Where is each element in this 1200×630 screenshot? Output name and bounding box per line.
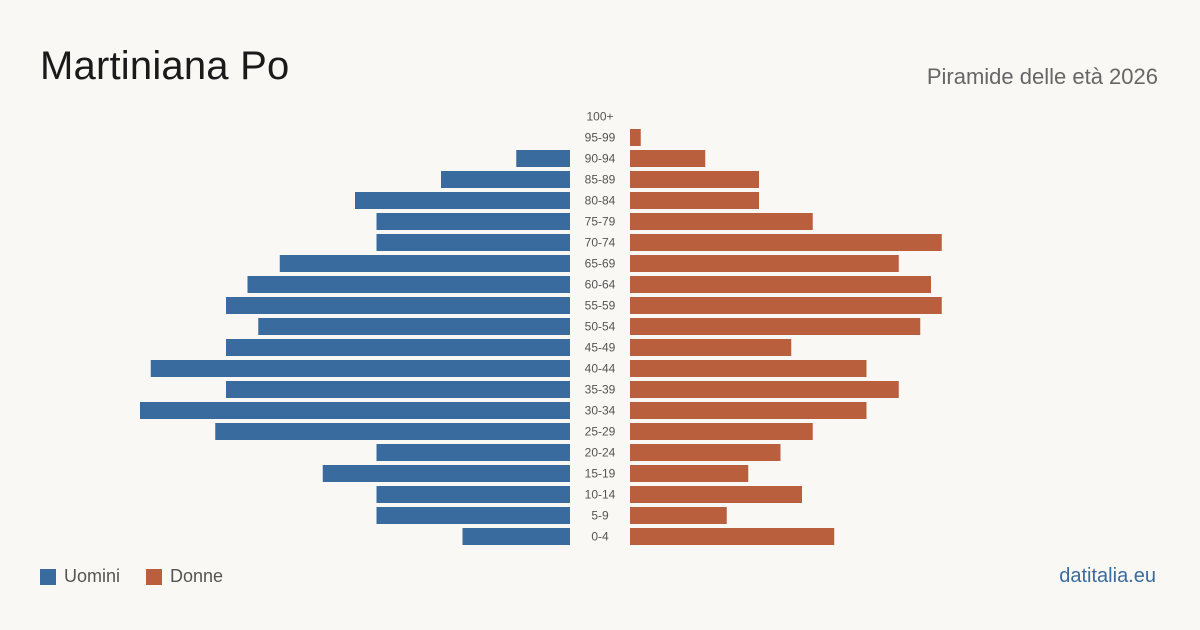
age-label-65-69: 65-69 — [585, 257, 616, 271]
age-label-0-4: 0-4 — [591, 530, 609, 544]
age-label-45-49: 45-49 — [585, 341, 616, 355]
bar-male-70-74 — [376, 234, 570, 251]
bar-female-45-49 — [630, 339, 792, 356]
bar-female-5-9 — [630, 507, 727, 524]
bar-female-85-89 — [630, 171, 759, 188]
bar-female-75-79 — [630, 213, 813, 230]
age-label-55-59: 55-59 — [585, 299, 616, 313]
age-label-50-54: 50-54 — [585, 320, 616, 334]
bar-female-30-34 — [630, 402, 867, 419]
bar-male-45-49 — [226, 339, 570, 356]
bar-female-50-54 — [630, 318, 921, 335]
age-label-95-99: 95-99 — [585, 131, 616, 145]
age-label-20-24: 20-24 — [585, 446, 616, 460]
age-label-10-14: 10-14 — [585, 488, 616, 502]
age-label-75-79: 75-79 — [585, 215, 616, 229]
bar-male-20-24 — [376, 444, 570, 461]
bar-male-40-44 — [150, 360, 570, 377]
age-label-30-34: 30-34 — [585, 404, 616, 418]
bar-male-0-4 — [462, 528, 570, 545]
bar-male-80-84 — [355, 192, 570, 209]
bar-female-80-84 — [630, 192, 759, 209]
bar-female-20-24 — [630, 444, 781, 461]
age-label-15-19: 15-19 — [585, 467, 616, 481]
bar-female-70-74 — [630, 234, 942, 251]
source-link[interactable]: datitalia.eu — [1059, 565, 1156, 587]
bar-male-30-34 — [140, 402, 570, 419]
legend: Uomini Donne — [40, 566, 249, 587]
bar-male-25-29 — [215, 423, 570, 440]
legend-item-male: Uomini — [40, 566, 120, 587]
bar-male-55-59 — [226, 297, 570, 314]
bar-male-65-69 — [279, 255, 570, 272]
chart-subtitle: Piramide delle età 2026 — [926, 64, 1158, 89]
age-label-90-94: 90-94 — [585, 152, 616, 166]
age-label-70-74: 70-74 — [585, 236, 616, 250]
bar-female-15-19 — [630, 465, 749, 482]
age-label-5-9: 5-9 — [591, 509, 609, 523]
bar-male-50-54 — [258, 318, 570, 335]
chart-title: Martiniana Po — [40, 44, 290, 88]
bar-male-90-94 — [516, 150, 570, 167]
bar-female-0-4 — [630, 528, 835, 545]
bar-male-10-14 — [376, 486, 570, 503]
bar-female-95-99 — [630, 129, 641, 146]
age-label-60-64: 60-64 — [585, 278, 616, 292]
age-label-35-39: 35-39 — [585, 383, 616, 397]
legend-label-male: Uomini — [64, 566, 121, 586]
bar-male-5-9 — [376, 507, 570, 524]
bar-female-65-69 — [630, 255, 899, 272]
age-label-40-44: 40-44 — [585, 362, 616, 376]
age-label-25-29: 25-29 — [585, 425, 616, 439]
bar-female-40-44 — [630, 360, 867, 377]
legend-swatch-male — [40, 568, 56, 585]
bar-female-90-94 — [630, 150, 706, 167]
bar-female-60-64 — [630, 276, 931, 293]
bar-male-15-19 — [322, 465, 570, 482]
bar-female-10-14 — [630, 486, 802, 503]
bar-male-35-39 — [226, 381, 570, 398]
bar-male-85-89 — [441, 171, 570, 188]
bar-female-55-59 — [630, 297, 942, 314]
bar-male-75-79 — [376, 213, 570, 230]
age-label-80-84: 80-84 — [585, 194, 616, 208]
legend-swatch-female — [146, 568, 163, 585]
legend-label-female: Donne — [170, 566, 224, 586]
legend-item-female: Donne — [146, 566, 223, 587]
age-label-100+: 100+ — [586, 110, 613, 124]
age-label-85-89: 85-89 — [585, 173, 616, 187]
bar-male-60-64 — [247, 276, 570, 293]
bar-female-35-39 — [630, 381, 899, 398]
bar-female-25-29 — [630, 423, 813, 440]
